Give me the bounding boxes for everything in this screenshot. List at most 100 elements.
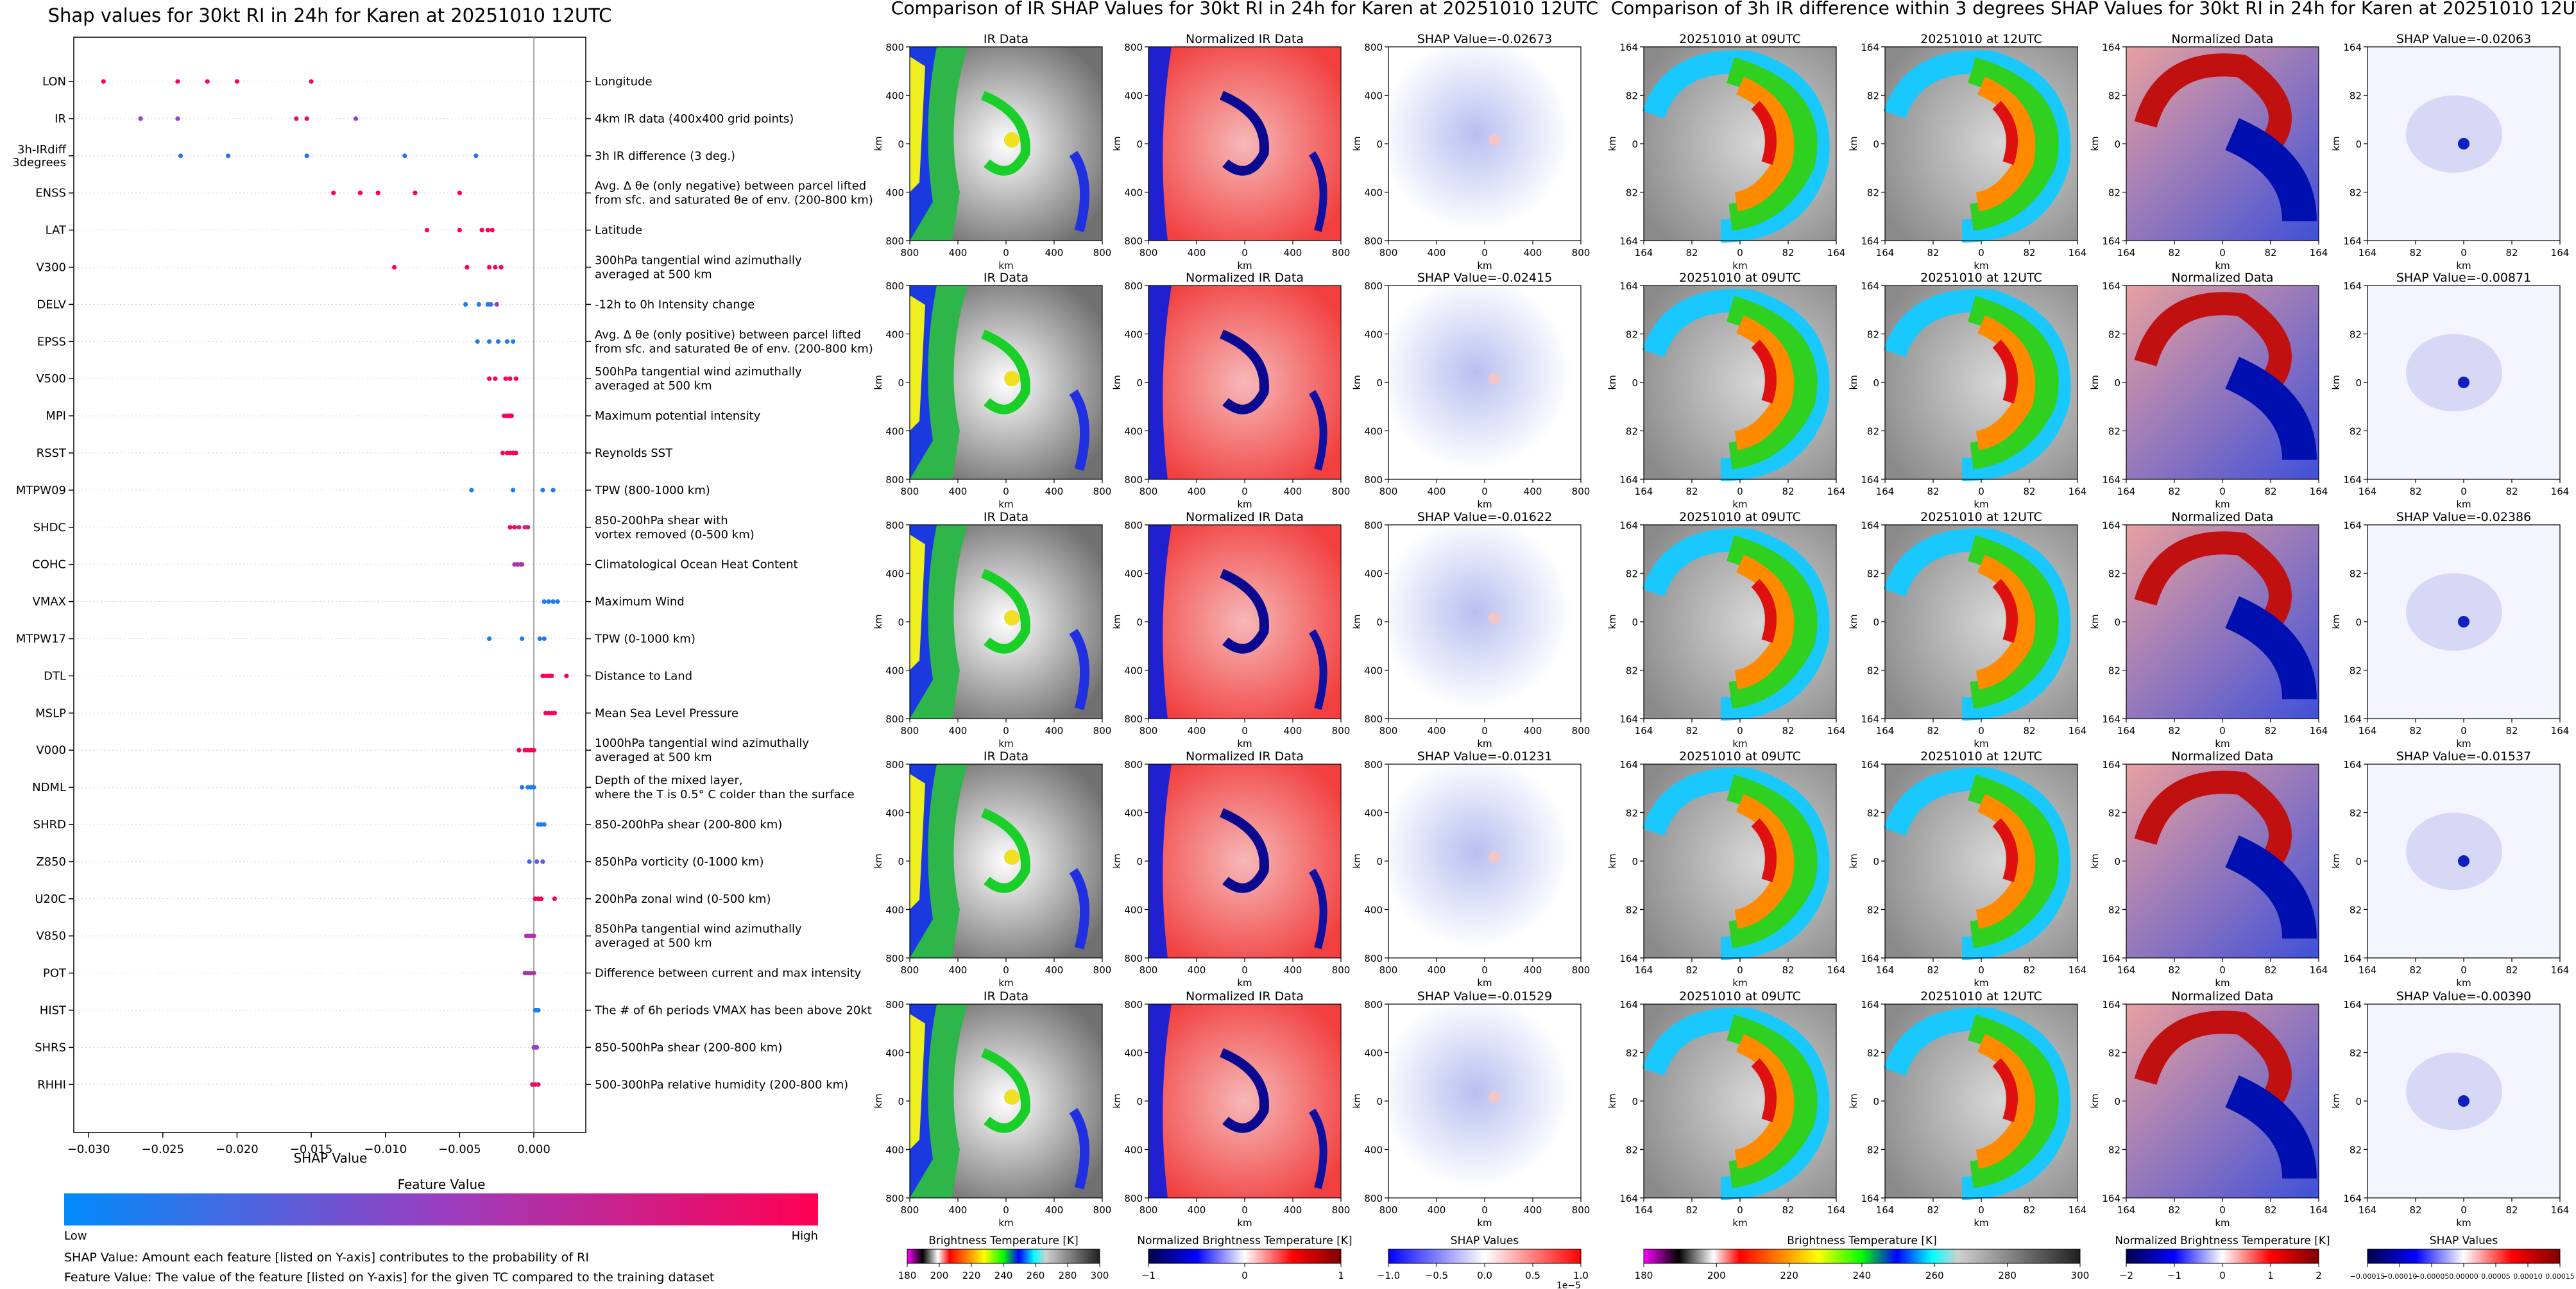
diff-subplot-title: Normalized Data (2171, 32, 2273, 46)
y-axis-unit-label: km (1607, 375, 1618, 389)
shap-point-lat (424, 228, 430, 233)
normalized-cold-arc (1308, 151, 1327, 232)
y-tick-label: 0 (898, 1096, 904, 1107)
colorbar-tick-label: 1 (1338, 1270, 1344, 1281)
x-tick-label: 164 (1635, 1204, 1653, 1216)
y-tick-label: 82 (2350, 1048, 2362, 1059)
feature-description: 3h IR difference (3 deg.) (595, 149, 735, 163)
shap-point-3h-irdiff (304, 153, 309, 158)
ir-subplot-title: Normalized IR Data (1186, 749, 1304, 764)
normalized-cold-band (1148, 764, 1172, 958)
x-axis-unit-label: km (2215, 1217, 2230, 1229)
x-tick-label: 0 (2219, 725, 2226, 737)
x-tick-label: 82 (2505, 247, 2518, 259)
diff-subplot-image-ndat (2126, 764, 2319, 958)
diff-subplot-image-dir (1642, 1004, 1836, 1200)
x-tick-label: 800 (1379, 964, 1398, 976)
y-tick-label: 164 (2343, 759, 2362, 771)
y-tick-label: 800 (885, 713, 904, 725)
y-tick-label: 82 (1626, 187, 1638, 199)
y-tick-label: 82 (2108, 905, 2120, 916)
diff-cloud-band-orange (1975, 554, 2036, 690)
diff-cloud-band-green (1967, 1014, 2059, 1188)
y-tick-label: 0 (1136, 377, 1143, 389)
shap-point-epss (504, 339, 510, 344)
x-tick-label: 164 (1876, 1204, 1895, 1216)
ir-subplot-image-sir (1388, 47, 1581, 241)
x-tick-label: 0 (1737, 486, 1743, 497)
shap-point-u20c (552, 896, 558, 901)
shap-point-delv (488, 302, 493, 307)
y-tick-label: 164 (1619, 474, 1638, 486)
ir-subplot-title: Normalized IR Data (1186, 32, 1304, 46)
diff-subplot-title: SHAP Value=-0.01537 (2396, 749, 2531, 764)
shap-point-rsst (513, 450, 518, 456)
x-tick-label: 82 (2168, 725, 2180, 737)
y-tick-label: 164 (1861, 999, 1879, 1011)
diff-subplot-image-dir (1883, 764, 2077, 960)
diff-cloud-band-orange (1975, 315, 2036, 450)
feature-code-label: V500 (36, 372, 66, 386)
y-tick-label: 82 (1626, 665, 1638, 677)
x-tick-label: 82 (1782, 247, 1794, 259)
diff-subplot-title: 20251010 at 12UTC (1920, 989, 2042, 1003)
feature-description: averaged at 500 km (595, 268, 712, 282)
y-tick-label: 800 (1364, 520, 1383, 531)
shap-point-z850 (540, 859, 545, 864)
x-tick-label: 0 (1241, 247, 1248, 259)
colorbar-tick-label: −0.00015 (2350, 1272, 2385, 1281)
x-tick-label: 0 (1241, 964, 1248, 976)
y-tick-label: 82 (1867, 665, 1879, 677)
diff-subplot-image-dir (1883, 1004, 2077, 1200)
y-tick-label: 0 (1376, 139, 1383, 150)
storm-spiral-green (981, 568, 1030, 654)
y-tick-label: 0 (2355, 856, 2362, 867)
storm-eye-region (1004, 849, 1019, 865)
y-tick-label: 0 (1376, 1096, 1383, 1107)
x-tick-label: 164 (2310, 725, 2328, 737)
shap-point-enss (357, 191, 363, 196)
feature-description: averaged at 500 km (595, 751, 712, 764)
y-tick-label: 164 (1861, 1193, 1879, 1204)
shap-point-mtpw09 (540, 488, 545, 493)
shap-diff-core (2458, 616, 2469, 627)
ir-subplot-title: SHAP Value=-0.02673 (1417, 32, 1552, 46)
shap-point-shdc (512, 525, 517, 530)
diff-cloud-band-green (1967, 57, 2059, 231)
x-tick-label: 164 (2068, 247, 2087, 259)
shap-point-pot (531, 971, 536, 976)
feature-code-label: V300 (36, 261, 66, 275)
ir-subplot-title: IR Data (984, 271, 1028, 285)
y-tick-label: 800 (1124, 999, 1143, 1011)
x-tick-label: 0.000 (517, 1143, 550, 1156)
diff-cloud-band-green (1726, 1014, 1818, 1188)
diff-cloud-band-green (1726, 535, 1818, 709)
x-tick-label: 164 (1635, 964, 1653, 976)
shap-point-enss (375, 191, 380, 196)
feature-description: Climatological Ocean Heat Content (595, 558, 798, 572)
ir-subplot-image-sir (1388, 525, 1581, 719)
ir-subplot-title: SHAP Value=-0.01529 (1417, 989, 1552, 1003)
x-axis-unit-label: km (1732, 1217, 1747, 1229)
normalized-warm-band (2134, 531, 2292, 629)
shap-point-z850 (527, 859, 532, 864)
x-axis-unit-label: km (1732, 499, 1747, 510)
feature-code-label: V850 (36, 930, 66, 943)
colorbar-tick-label: 0.0 (1477, 1270, 1492, 1281)
y-tick-label: 164 (1861, 520, 1879, 531)
x-tick-label: 164 (1635, 725, 1653, 737)
y-tick-label: 82 (1626, 329, 1638, 341)
x-tick-label: 400 (1284, 486, 1302, 497)
feature-description: from sfc. and saturated θe of env. (200-… (595, 194, 873, 207)
x-tick-label: 800 (1379, 247, 1398, 259)
feature-code-label: U20C (35, 892, 66, 906)
y-tick-label: 164 (2102, 1193, 2120, 1204)
ir-colorbar-label: SHAP Values (1451, 1234, 1519, 1247)
y-tick-label: 82 (2350, 329, 2362, 341)
y-tick-label: 82 (1867, 808, 1879, 819)
x-tick-label: 800 (1093, 486, 1112, 497)
normalized-ir-background (1148, 286, 1341, 479)
y-tick-label: 82 (1626, 1048, 1638, 1059)
diff-subplot-image-sdat (2367, 525, 2560, 719)
cloud-arc-east (1069, 389, 1090, 471)
